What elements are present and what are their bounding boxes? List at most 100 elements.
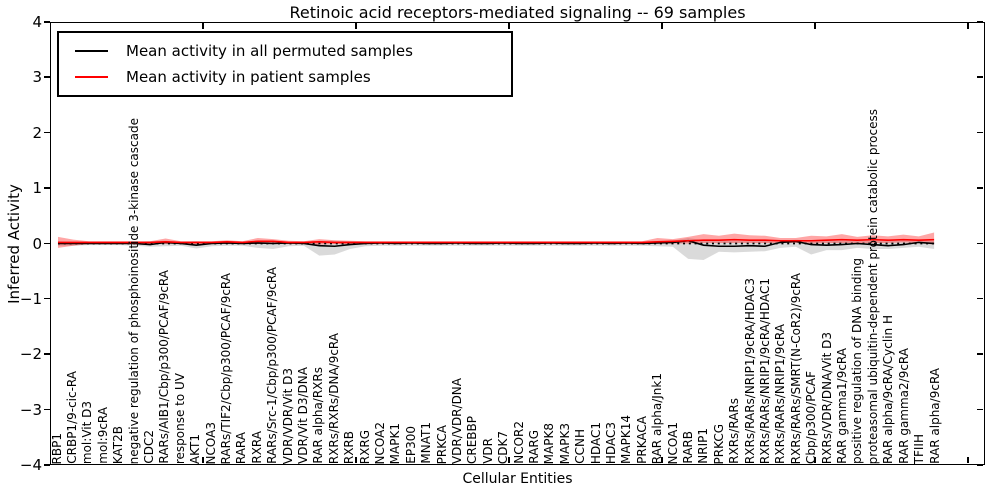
x-category-label: TFIIH — [912, 433, 927, 464]
x-category-label: RAR alpha/RXRs — [311, 367, 326, 464]
permuted-mean-line — [57, 239, 935, 248]
x-category-label: CCNH — [573, 429, 588, 464]
x-category-label: KAT2B — [111, 425, 126, 464]
y-tick-mark — [44, 297, 50, 300]
y-tick-label: −3 — [19, 400, 42, 419]
x-category-label: RARs/Src-1/Cbp/p300/PCAF/9cRA — [265, 267, 280, 464]
x-category-label: RARs/AIB1/Cbp/p300/PCAF/9cRA — [157, 270, 172, 464]
x-category-label: RARG — [527, 430, 541, 464]
x-category-label: RAR alpha/Jnk1 — [650, 372, 665, 464]
legend-label: Mean activity in all permuted samples — [126, 41, 413, 60]
x-tick-mark — [661, 23, 663, 29]
x-category-label: MAPK1 — [388, 422, 403, 464]
patient-mean-line — [57, 238, 935, 244]
x-category-label: RXRs/RARs/NRIP1/9cRA/HDAC1 — [758, 277, 773, 464]
y-tick-mark — [977, 297, 983, 300]
x-category-label: mol:Vit D3 — [80, 400, 95, 464]
y-tick-mark — [977, 353, 983, 355]
x-category-label: CRBP1/9-cic-RA — [64, 371, 79, 464]
y-tick-mark — [977, 408, 983, 411]
y-tick-mark — [44, 131, 50, 134]
x-category-label: NCOR2 — [511, 421, 526, 464]
chart-title: Retinoic acid receptors-mediated signali… — [289, 3, 746, 22]
x-category-label: RXRs/RARs/SMRT(N-CoR2)/9cRA — [788, 272, 803, 464]
x-category-label: MAPK8 — [542, 422, 557, 464]
x-category-label: RXRs/RXRs/DNA/9cRA — [326, 332, 341, 464]
y-tick-label: 0 — [32, 234, 42, 253]
y-tick-mark — [977, 131, 983, 134]
x-category-label: CREBBP — [465, 416, 480, 464]
legend-entry-patient: Mean activity in patient samples — [59, 68, 511, 86]
y-tick-mark — [44, 464, 50, 466]
chart-canvas — [57, 232, 935, 261]
legend-label: Mean activity in patient samples — [126, 68, 371, 87]
x-tick-mark — [661, 457, 663, 463]
x-category-label: RXRs/RARs/NRIP1/9cRA/HDAC3 — [742, 277, 757, 464]
x-category-label: positive regulation of DNA binding — [850, 258, 865, 464]
x-category-label: RARs/TIF2/Cbp/p300/PCAF/9cRA — [218, 272, 233, 464]
y-tick-mark — [977, 187, 983, 189]
x-category-label: RAR gamma2/9cRA — [896, 348, 911, 464]
x-category-label: MAPK14 — [619, 415, 634, 464]
x-category-label: VDR — [480, 438, 495, 464]
legend: Mean activity in all permuted samples Me… — [57, 31, 513, 97]
y-tick-label: 4 — [32, 13, 42, 31]
x-category-label: RXRs/VDR/DNA/Vit D3 — [819, 331, 834, 464]
y-tick-mark — [44, 242, 50, 244]
x-category-label: EP300 — [403, 426, 418, 464]
x-category-label: MAPK3 — [557, 422, 572, 464]
x-tick-mark — [355, 457, 357, 463]
y-tick-label: −1 — [19, 289, 42, 308]
x-category-label: HDAC1 — [588, 421, 603, 464]
x-tick-mark — [508, 457, 510, 463]
x-category-label: proteasomal ubiquitin-dependent protein … — [865, 108, 880, 464]
x-category-label: NRIP1 — [696, 428, 711, 464]
y-tick-label: 2 — [32, 123, 42, 142]
y-tick-mark — [977, 242, 983, 244]
x-tick-mark — [355, 23, 357, 29]
x-category-label: VDR/Vit D3/DNA — [295, 367, 310, 464]
x-tick-mark — [202, 457, 204, 463]
x-category-label: RBP1 — [49, 432, 64, 464]
x-category-label: RXRG — [357, 429, 372, 464]
x-category-label: mol:9cRA — [95, 407, 110, 464]
x-category-label: RARA — [234, 431, 249, 464]
x-category-label: NCOA3 — [203, 421, 218, 464]
x-category-label: RXRs/RARs — [727, 398, 742, 464]
x-category-label: NCOA2 — [372, 421, 387, 464]
x-tick-mark — [508, 23, 510, 29]
y-tick-label: 3 — [32, 68, 42, 87]
x-category-label: RAR alpha/9cRA/Cyclin H — [881, 314, 896, 464]
x-category-label: NCOA1 — [665, 421, 680, 464]
y-tick-mark — [977, 464, 983, 466]
y-tick-label: −2 — [19, 345, 42, 364]
y-tick-label: 1 — [32, 179, 42, 198]
y-tick-mark — [44, 187, 50, 189]
x-category-label: RAR alpha/9cRA — [927, 368, 942, 464]
x-axis-label: Cellular Entities — [462, 471, 573, 487]
x-tick-mark — [814, 23, 816, 29]
x-category-label: negative regulation of phosphoinositide … — [126, 117, 141, 464]
x-category-label: RXRA — [249, 431, 264, 464]
x-tick-mark — [967, 457, 969, 463]
x-category-label: VDR/VDR/Vit D3 — [280, 367, 295, 464]
x-category-label: Cbp/p300/PCAF — [804, 371, 819, 464]
y-tick-mark — [44, 76, 50, 78]
x-category-label: CDC2 — [141, 430, 156, 464]
y-tick-mark — [44, 21, 50, 23]
y-tick-label: −4 — [19, 456, 42, 474]
x-category-label: RXRs/RARs/NRIP1/9cRA — [773, 324, 788, 464]
x-category-label: PRKACA — [634, 416, 649, 464]
y-tick-mark — [44, 408, 50, 411]
x-category-label: RARB — [681, 431, 696, 464]
permuted-line-sample — [75, 49, 108, 52]
x-tick-mark — [814, 457, 816, 463]
x-category-label: VDR/VDR/DNA — [449, 377, 464, 464]
x-category-label: RAR gamma1/9cRA — [835, 348, 850, 464]
x-category-label: MNAT1 — [419, 422, 434, 464]
x-category-label: HDAC3 — [604, 421, 619, 464]
x-category-label: PRKCA — [434, 424, 449, 464]
x-category-label: AKT1 — [188, 433, 203, 464]
x-category-label: response to UV — [172, 372, 187, 464]
